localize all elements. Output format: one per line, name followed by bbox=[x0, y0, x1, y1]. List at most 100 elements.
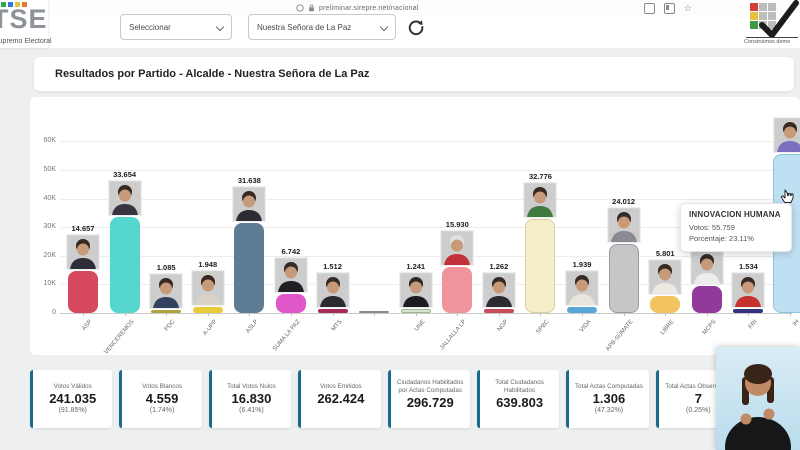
stat-value: 1.306 bbox=[592, 391, 626, 407]
bar-NGP[interactable] bbox=[483, 309, 514, 313]
bar-ASP[interactable] bbox=[68, 271, 98, 313]
x-axis-tick bbox=[374, 313, 376, 316]
bar-MTS[interactable] bbox=[317, 308, 348, 313]
bar-UNE[interactable] bbox=[400, 309, 431, 313]
y-axis-tick-label: 20K bbox=[43, 251, 56, 259]
stat-title: Total Actas Computadas bbox=[574, 382, 643, 390]
x-axis-tick bbox=[332, 313, 334, 316]
bar-SPBC[interactable] bbox=[525, 219, 556, 313]
x-axis-category-label: NGP bbox=[496, 319, 510, 333]
filter-select-value: Seleccionar bbox=[129, 22, 171, 32]
stat-card: Total Votos Nulos 16.830 (6.41%) bbox=[208, 370, 292, 428]
tse-letters: TSE bbox=[0, 4, 48, 34]
candidate-photo bbox=[150, 273, 183, 308]
stat-title: Votos Blancos bbox=[142, 382, 183, 390]
shield-icon[interactable] bbox=[296, 4, 304, 12]
candidate-photo bbox=[441, 231, 474, 266]
x-axis-category-label: MCPS bbox=[701, 319, 718, 337]
bar-value-label: 1.262 bbox=[489, 262, 509, 272]
stat-title: Ciudadanos Habilitados por Actas Computa… bbox=[396, 378, 464, 394]
y-axis-tick-label: 60K bbox=[43, 137, 56, 145]
page-title-card: Resultados por Partido - Alcalde - Nuest… bbox=[34, 57, 794, 91]
tooltip-votes: Votos: 55.759 bbox=[689, 223, 735, 232]
reader-view-icon[interactable] bbox=[643, 2, 655, 14]
x-axis-category-label: ASP bbox=[81, 319, 94, 333]
extensions-icon[interactable] bbox=[663, 2, 675, 14]
x-axis-category-label: ASLP bbox=[245, 319, 260, 335]
bar-LIBRE[interactable] bbox=[650, 296, 681, 313]
bar-VENCEREMOS[interactable] bbox=[109, 216, 140, 313]
bar-PDC[interactable] bbox=[151, 309, 182, 313]
candidate-photo bbox=[524, 183, 557, 218]
x-axis-tick bbox=[540, 313, 542, 316]
stat-card: Votos Emitidos 262.424 bbox=[298, 370, 381, 428]
chevron-down-icon bbox=[379, 22, 389, 32]
x-axis-category-label: LIBRE bbox=[660, 319, 676, 337]
bar-value-label: 1.085 bbox=[156, 262, 176, 272]
tooltip: INNOVACION HUMANA Votos: 55.759 Porcenta… bbox=[680, 203, 792, 252]
gridline bbox=[60, 227, 792, 229]
x-axis-category-label: PDC bbox=[164, 319, 177, 333]
chevron-down-icon bbox=[215, 22, 225, 32]
candidate-photo bbox=[399, 273, 432, 308]
bar-ASLP[interactable] bbox=[234, 222, 265, 313]
filter-select[interactable]: Seleccionar bbox=[120, 14, 232, 40]
stat-title: Total Ciudadanos Habilitados bbox=[495, 378, 544, 394]
x-axis-tick bbox=[457, 313, 459, 316]
x-axis-category-label: APB-SÚMATE bbox=[604, 319, 635, 353]
location-select-value: Nuestra Señora de La Paz bbox=[257, 22, 352, 32]
bar-value-label: 14.657 bbox=[71, 224, 95, 234]
x-axis-category-label: MTS bbox=[330, 319, 344, 333]
bar-APB-SÚMATE[interactable] bbox=[608, 244, 639, 313]
bar-value-label: 1.512 bbox=[323, 261, 342, 271]
x-axis-category-label: JALLALLA LP bbox=[439, 319, 468, 352]
location-select[interactable]: Nuestra Señora de La Paz bbox=[248, 14, 396, 40]
stat-value: 16.830 bbox=[231, 391, 272, 407]
x-axis-tick bbox=[207, 313, 209, 316]
page-title: Resultados por Partido - Alcalde - Nuest… bbox=[55, 68, 370, 80]
bar-value-label: 5.801 bbox=[655, 249, 675, 259]
oep-logo: Construimos demo bbox=[744, 0, 800, 47]
stat-title: Total Actas Observadas bbox=[665, 382, 732, 390]
url-bar[interactable]: preliminar.sirepre.net/nacional bbox=[296, 1, 626, 15]
bar-SUMA LA PAZ[interactable] bbox=[275, 293, 306, 313]
bar-value-label: 1.241 bbox=[406, 262, 426, 272]
bookmark-star-icon[interactable]: ☆ bbox=[683, 2, 692, 13]
x-axis-tick bbox=[623, 313, 625, 316]
stat-percent: (91.85%) bbox=[58, 407, 87, 415]
x-axis-tick bbox=[415, 313, 417, 316]
bar-A-UPP[interactable] bbox=[192, 307, 223, 313]
x-axis-tick bbox=[665, 313, 667, 316]
x-axis-category-label: IH bbox=[792, 319, 800, 328]
candidate-photo bbox=[773, 117, 800, 152]
x-axis-category-label: SUMA LA PAZ bbox=[272, 319, 302, 353]
bar-value-label: 32.776 bbox=[528, 172, 552, 182]
candidate-photo bbox=[607, 208, 640, 243]
stat-percent: (47.32%) bbox=[594, 407, 624, 415]
bar-unlabeled[interactable] bbox=[359, 311, 390, 313]
stat-value: 4.559 bbox=[145, 391, 179, 407]
gridline bbox=[60, 141, 792, 143]
x-axis-tick bbox=[249, 313, 251, 316]
x-axis-tick bbox=[498, 313, 500, 316]
refresh-button[interactable] bbox=[404, 16, 428, 38]
x-axis-tick bbox=[290, 313, 292, 316]
bar-VIDA[interactable] bbox=[567, 307, 598, 313]
y-axis-tick-label: 50K bbox=[43, 166, 56, 173]
bar-MCPS[interactable] bbox=[691, 285, 722, 313]
bar-JALLALLA LP[interactable] bbox=[442, 267, 473, 313]
x-axis-category-label: A-UPP bbox=[201, 319, 219, 337]
x-axis-tick bbox=[748, 313, 750, 316]
stat-title: Votos Válidos bbox=[53, 382, 92, 390]
bar-FRI[interactable] bbox=[733, 308, 764, 313]
candidate-photo bbox=[566, 271, 599, 306]
bar-value-label: 33.654 bbox=[113, 169, 137, 179]
x-axis-tick bbox=[83, 313, 84, 316]
x-axis-tick bbox=[789, 313, 791, 316]
candidate-photo bbox=[274, 257, 307, 292]
gridline bbox=[60, 198, 792, 200]
gridline bbox=[60, 170, 792, 171]
stat-value: 7 bbox=[694, 391, 702, 407]
stat-percent: (1.74%) bbox=[149, 407, 175, 415]
